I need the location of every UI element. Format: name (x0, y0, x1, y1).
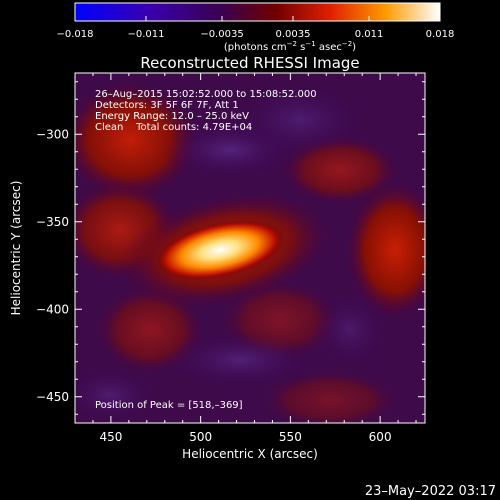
peak-position-label: Position of Peak = [518,–369] (95, 400, 243, 411)
annotation-line-energy: Energy Range: 12.0 – 25.0 keV (95, 111, 249, 122)
colorbar-tick-label: 0.018 (426, 29, 455, 40)
plot-frame (74, 72, 426, 424)
x-tick-label: 500 (189, 430, 212, 444)
axis-ticks: 450 500 550 600 −450 −400 −350 −300 (36, 73, 425, 444)
colorbar-tick-label: 0.0035 (275, 29, 310, 40)
x-tick-label: 550 (279, 430, 302, 444)
y-axis-label: Heliocentric Y (arcsec) (9, 181, 23, 316)
chart-title: Reconstructed RHESSI Image (140, 54, 359, 72)
colorbar-tick-label: −0.011 (127, 29, 164, 40)
x-tick-label: 600 (369, 430, 392, 444)
colorbar-tick-label: 0.011 (355, 29, 384, 40)
y-tick-label: −400 (36, 302, 69, 316)
footer-timestamp: 23–May–2022 03:17 (365, 484, 496, 499)
annotation-line-counts: Clean Total counts: 4.79E+04 (95, 122, 252, 133)
colorbar (74, 2, 441, 22)
y-tick-label: −300 (36, 127, 69, 141)
heatmap-image (75, 73, 425, 423)
colorbar-unit: (photons cm−2 s−1 asec−2) (224, 40, 356, 53)
peak-source (156, 220, 284, 280)
annotation-block: 26–Aug–2015 15:02:52.000 to 15:08:52.000… (95, 89, 317, 133)
annotation-line-detectors: Detectors: 3F 5F 6F 7F, Att 1 (95, 100, 239, 111)
colorbar-ticks: −0.018 −0.011 −0.0035 0.0035 0.011 0.018 (56, 16, 454, 40)
annotation-line-time: 26–Aug–2015 15:02:52.000 to 15:08:52.000 (95, 89, 317, 100)
y-tick-label: −450 (36, 390, 69, 404)
colorbar-tick-label: −0.0035 (200, 29, 243, 40)
y-tick-label: −350 (36, 215, 69, 229)
x-axis-label: Heliocentric X (arcsec) (182, 447, 318, 461)
x-tick-label: 450 (99, 430, 122, 444)
colorbar-tick-label: −0.018 (56, 29, 93, 40)
